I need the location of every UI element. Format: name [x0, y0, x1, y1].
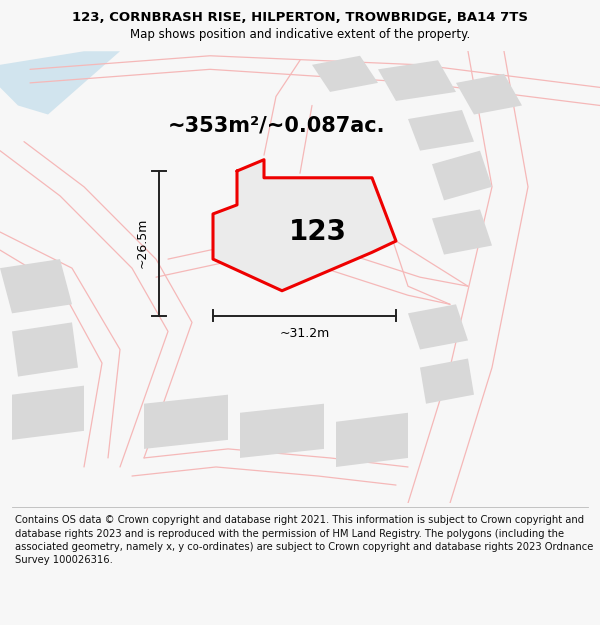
Polygon shape: [432, 209, 492, 254]
Polygon shape: [432, 151, 492, 201]
Polygon shape: [213, 160, 396, 291]
Polygon shape: [312, 56, 378, 92]
Text: Map shows position and indicative extent of the property.: Map shows position and indicative extent…: [130, 28, 470, 41]
Polygon shape: [240, 404, 324, 458]
Polygon shape: [0, 259, 72, 313]
Polygon shape: [144, 394, 228, 449]
Polygon shape: [336, 412, 408, 467]
Polygon shape: [12, 386, 84, 440]
Text: Contains OS data © Crown copyright and database right 2021. This information is : Contains OS data © Crown copyright and d…: [15, 515, 593, 565]
Polygon shape: [456, 74, 522, 114]
Text: 123: 123: [289, 218, 347, 246]
Text: ~353m²/~0.087ac.: ~353m²/~0.087ac.: [167, 116, 385, 136]
Polygon shape: [378, 60, 456, 101]
Text: ~31.2m: ~31.2m: [280, 327, 329, 340]
Text: ~26.5m: ~26.5m: [135, 218, 148, 269]
Polygon shape: [0, 51, 120, 114]
Text: 123, CORNBRASH RISE, HILPERTON, TROWBRIDGE, BA14 7TS: 123, CORNBRASH RISE, HILPERTON, TROWBRID…: [72, 11, 528, 24]
Polygon shape: [408, 304, 468, 349]
Polygon shape: [12, 322, 78, 377]
Polygon shape: [420, 359, 474, 404]
Polygon shape: [408, 110, 474, 151]
